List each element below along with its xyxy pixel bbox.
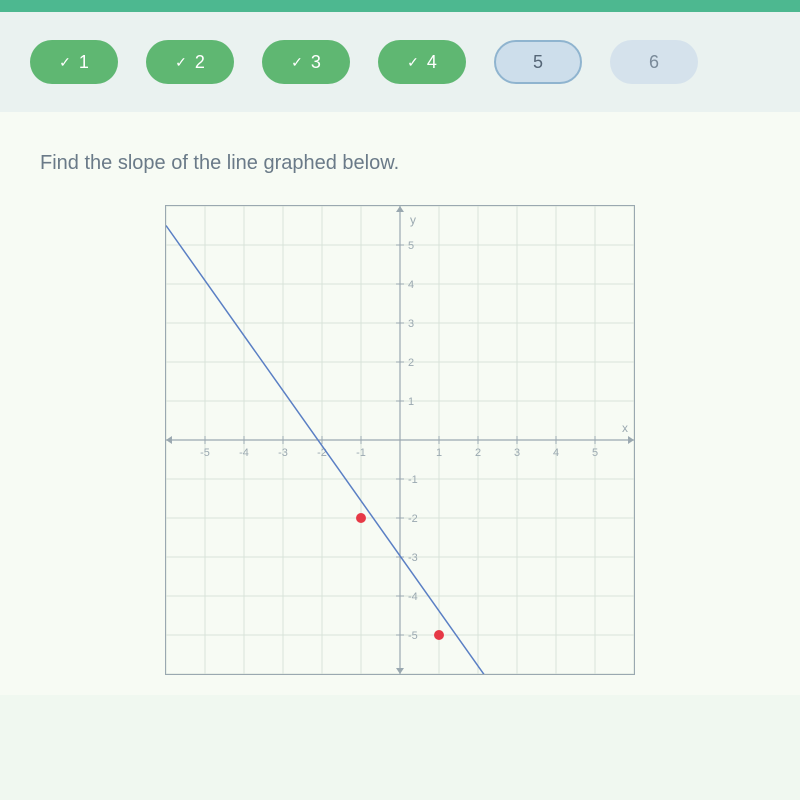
question-nav: ✓1✓2✓3✓456 xyxy=(0,12,800,112)
svg-text:y: y xyxy=(410,213,416,227)
svg-text:3: 3 xyxy=(514,447,520,459)
nav-pill-label: 3 xyxy=(311,52,321,73)
check-icon: ✓ xyxy=(175,54,187,71)
nav-pill-3[interactable]: ✓3 xyxy=(262,40,350,84)
nav-pill-2[interactable]: ✓2 xyxy=(146,40,234,84)
nav-pill-label: 1 xyxy=(79,52,89,73)
svg-text:-4: -4 xyxy=(408,591,418,603)
nav-pill-label: 4 xyxy=(427,52,437,73)
svg-text:4: 4 xyxy=(408,279,414,291)
graph-svg: y x -5 -4 -3 -2 -1 1 2 3 4 5 -5 -4 -3 -2 -1 1 2 3 4 5 xyxy=(166,206,634,674)
nav-pill-6[interactable]: 6 xyxy=(610,40,698,84)
coordinate-graph: y x -5 -4 -3 -2 -1 1 2 3 4 5 -5 -4 -3 -2 -1 1 2 3 4 5 xyxy=(165,205,635,675)
svg-text:-1: -1 xyxy=(356,447,366,459)
svg-text:4: 4 xyxy=(553,447,559,459)
svg-text:-4: -4 xyxy=(239,447,249,459)
question-area: Find the slope of the line graphed below… xyxy=(0,112,800,695)
svg-text:1: 1 xyxy=(408,396,414,408)
question-prompt: Find the slope of the line graphed below… xyxy=(40,152,760,175)
check-icon: ✓ xyxy=(59,54,71,71)
svg-text:2: 2 xyxy=(475,447,481,459)
top-accent-bar xyxy=(0,0,800,12)
nav-pill-label: 6 xyxy=(649,52,659,73)
nav-pill-5[interactable]: 5 xyxy=(494,40,582,84)
nav-pill-1[interactable]: ✓1 xyxy=(30,40,118,84)
svg-text:5: 5 xyxy=(592,447,598,459)
graph-wrapper: y x -5 -4 -3 -2 -1 1 2 3 4 5 -5 -4 -3 -2 -1 1 2 3 4 5 xyxy=(40,205,760,675)
svg-text:2: 2 xyxy=(408,357,414,369)
svg-text:-5: -5 xyxy=(408,630,418,642)
svg-text:3: 3 xyxy=(408,318,414,330)
check-icon: ✓ xyxy=(291,54,303,71)
svg-text:-3: -3 xyxy=(408,552,418,564)
nav-pill-label: 5 xyxy=(533,52,543,73)
check-icon: ✓ xyxy=(407,54,419,71)
svg-text:1: 1 xyxy=(436,447,442,459)
svg-text:-5: -5 xyxy=(200,447,210,459)
nav-pill-label: 2 xyxy=(195,52,205,73)
svg-text:-1: -1 xyxy=(408,474,418,486)
svg-text:-3: -3 xyxy=(278,447,288,459)
svg-text:x: x xyxy=(622,421,628,435)
svg-text:5: 5 xyxy=(408,240,414,252)
svg-text:-2: -2 xyxy=(408,513,418,525)
nav-pill-4[interactable]: ✓4 xyxy=(378,40,466,84)
svg-text:-2: -2 xyxy=(317,447,327,459)
